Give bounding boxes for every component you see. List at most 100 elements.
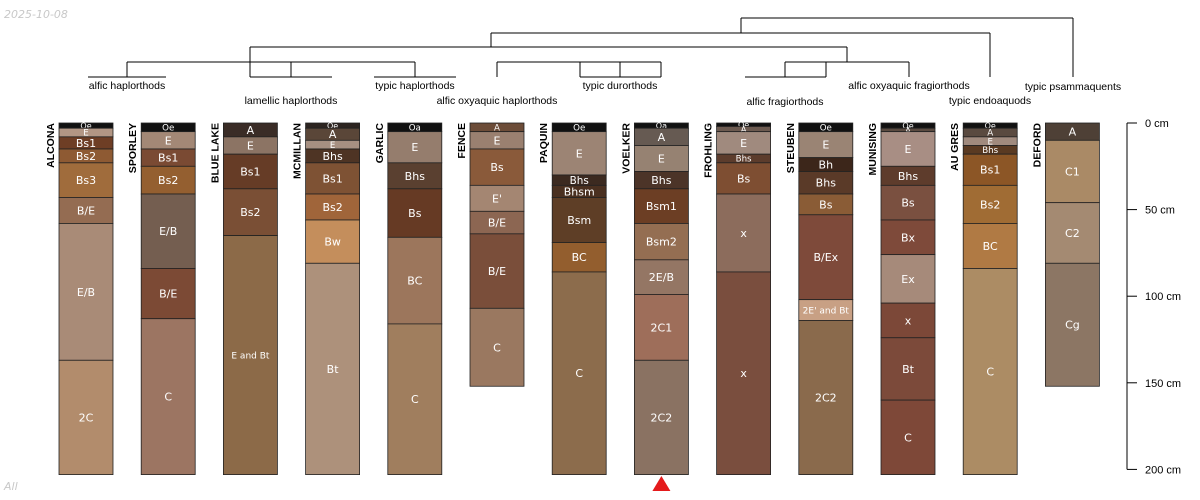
horizon-garlic-3: Bs [387, 188, 443, 238]
axis-tick-label: 50 cm [1145, 205, 1175, 217]
horizon-label: Bhsm [564, 185, 595, 198]
taxa-label-typic-endoaquods: typic endoaquods [949, 95, 1031, 107]
profile-deford: A C1 C2 Cg DEFORD [1031, 123, 1100, 387]
horizon-label: Oe [902, 121, 913, 130]
horizon-voelker-8: 2C2 [634, 359, 689, 475]
horizon-label: Bsm2 [646, 236, 677, 249]
horizon-voelker-2: E [634, 145, 689, 172]
horizon-frohling-2: E [716, 131, 771, 155]
corner-label: All [4, 480, 18, 493]
horizon-label: E and Bt [231, 351, 270, 361]
horizon-alcona-4: Bs3 [58, 162, 114, 198]
profile-name: STEUBEN [785, 123, 797, 173]
horizon-deford-2: C2 [1045, 202, 1100, 264]
horizon-label: Bt [902, 363, 915, 376]
horizon-munising-7: x [880, 302, 936, 339]
horizon-block [305, 262, 361, 475]
horizon-block [58, 162, 114, 198]
horizon-sporley-6: C [140, 318, 196, 475]
horizon-label: Bs1 [158, 152, 178, 165]
horizon-alcona-7: 2C [58, 359, 114, 475]
horizon-blue-lake-1: E [222, 136, 278, 155]
horizon-block [469, 233, 525, 309]
horizon-label: C [411, 393, 419, 406]
horizon-block [222, 153, 278, 190]
horizon-block [140, 165, 196, 195]
taxa-label-alfic-oxyaquic-haplorthods: alfic oxyaquic haplorthods [437, 95, 558, 107]
profile-name: AU GRES [949, 123, 961, 171]
profile-name: FROHLING [703, 123, 715, 178]
horizon-block [58, 359, 114, 475]
horizon-voelker-1: A [634, 127, 689, 146]
horizon-label: Oe [573, 123, 585, 133]
horizon-label: A [494, 123, 500, 133]
horizon-block [387, 131, 443, 164]
horizon-label: Bs3 [76, 174, 96, 187]
horizon-mcmillan-7: Bt [305, 262, 361, 475]
horizon-paquin-5: BC [551, 242, 607, 273]
taxa-label-typic-haplorthods: typic haplorthods [375, 80, 454, 92]
horizon-garlic-2: Bhs [387, 162, 443, 190]
horizon-label: C2 [1065, 227, 1080, 240]
horizon-label: E [247, 139, 254, 152]
horizon-frohling-4: Bs [716, 162, 771, 195]
horizon-block [634, 188, 689, 224]
horizon-block [634, 145, 689, 172]
horizon-block [880, 131, 936, 167]
horizon-block [634, 259, 689, 295]
horizon-mcmillan-6: Bw [305, 219, 361, 264]
horizon-label: Oe [162, 123, 174, 133]
horizon-blue-lake-4: E and Bt [222, 235, 278, 475]
horizon-block [551, 197, 607, 243]
horizon-block [798, 131, 854, 159]
horizon-sporley-1: E [140, 131, 196, 150]
horizon-label: E [740, 137, 747, 150]
horizon-label: Bhs [322, 150, 343, 163]
horizon-label: E [411, 141, 418, 154]
horizon-label: 2E' and Bt [803, 306, 850, 316]
horizon-label: A [741, 125, 747, 134]
horizon-block [716, 162, 771, 195]
horizon-block [798, 214, 854, 301]
horizon-paquin-3: Bhsm [551, 184, 607, 198]
horizon-label: Bhs [982, 146, 998, 156]
horizon-alcona-3: Bs2 [58, 148, 114, 164]
taxa-labels: alfic haplorthods lamellic haplorthods typ… [89, 80, 1121, 108]
profile-name: MUNISING [867, 123, 879, 176]
horizon-label: Bs [819, 198, 833, 211]
horizon-garlic-4: BC [387, 236, 443, 325]
horizon-label: A [905, 126, 911, 135]
horizon-label: Oe [738, 121, 749, 130]
horizon-frohling-5: x [716, 193, 771, 273]
horizon-label: B/E [488, 217, 506, 230]
horizon-block [305, 162, 361, 195]
horizon-label: A [658, 131, 666, 144]
horizon-steuben-4: Bs [798, 193, 854, 216]
profile-name: DEFORD [1031, 123, 1043, 168]
horizon-label: Bs [737, 172, 751, 185]
horizon-label: BC [407, 275, 422, 288]
horizon-label: E' [492, 192, 502, 205]
horizon-label: E [83, 129, 88, 139]
horizon-label: Bs2 [158, 174, 178, 187]
horizon-label: C [904, 431, 912, 444]
horizon-block [962, 268, 1018, 475]
horizon-deford-3: Cg [1045, 262, 1100, 387]
horizon-label: Bx [901, 231, 916, 244]
profile-name: VOELKER [620, 123, 632, 174]
horizon-label: E [330, 141, 335, 151]
horizon-steuben-5: B/Ex [798, 214, 854, 301]
horizon-label: Bhs [570, 175, 589, 187]
horizon-label: x [905, 314, 912, 327]
horizon-block [551, 271, 607, 475]
horizon-munising-8: Bt [880, 337, 936, 401]
horizon-fence-4: B/E [469, 210, 525, 235]
horizon-mcmillan-3: Bhs [305, 148, 361, 164]
horizon-blue-lake-3: Bs2 [222, 188, 278, 236]
horizon-label: Bs [901, 197, 915, 210]
horizon-sporley-4: E/B [140, 193, 196, 269]
horizon-label: A [329, 128, 337, 141]
horizon-mcmillan-1: A [305, 127, 361, 141]
